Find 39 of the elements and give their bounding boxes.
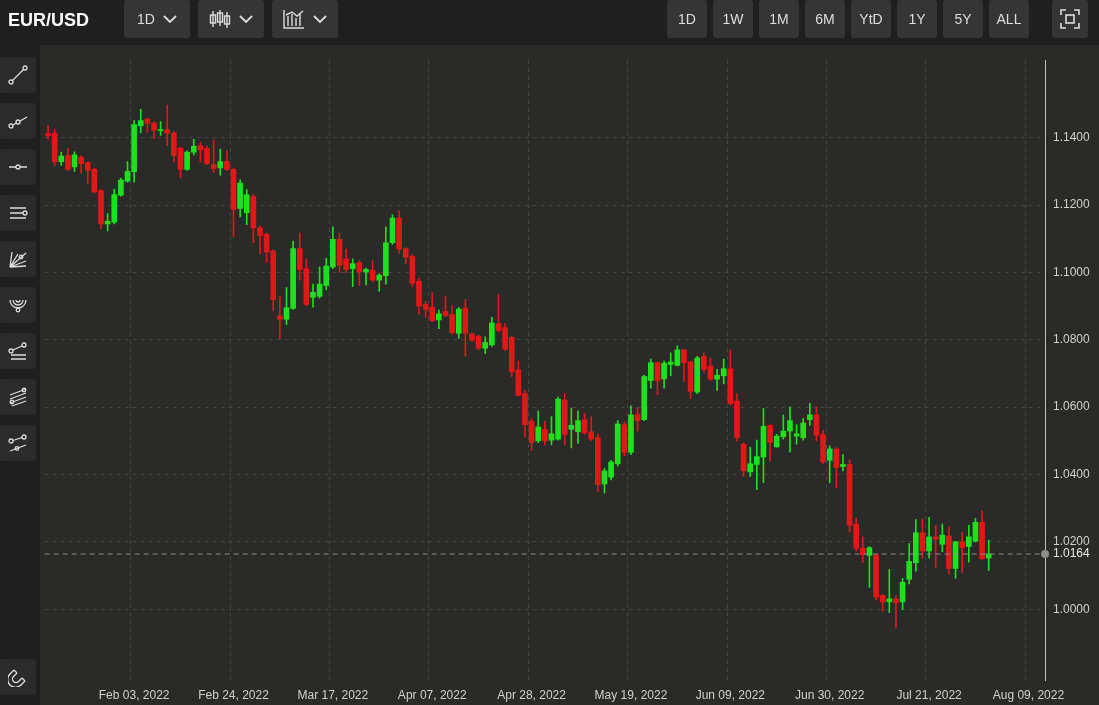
candlestick [932, 525, 939, 569]
candlestick [349, 258, 356, 287]
candlestick [886, 569, 893, 613]
x-tick-label: Aug 09, 2022 [992, 687, 1065, 702]
text: 1Y [908, 11, 926, 27]
candlestick [959, 531, 966, 573]
y-tick-label: 1.1200 [1053, 197, 1091, 212]
text: 1M [769, 11, 789, 27]
text: 6M [815, 11, 835, 27]
y-tick-label: 1.0600 [1053, 399, 1091, 414]
text: 1W [722, 11, 744, 27]
x-tick-label: Feb 24, 2022 [198, 687, 270, 702]
candlestick [277, 296, 283, 340]
x-tick-label: Jun 09, 2022 [695, 687, 766, 702]
y-tick-label: 1.1000 [1053, 264, 1091, 279]
text: 1D [678, 11, 696, 27]
y-tick-label: 1.0000 [1053, 601, 1091, 616]
text: 1D [137, 11, 155, 27]
candlestick [807, 403, 813, 426]
y-tick-label: 1.0800 [1053, 332, 1091, 347]
candlestick [840, 454, 846, 472]
y-tick-label: 1.0200 [1053, 534, 1091, 549]
text: 5Y [954, 11, 972, 27]
x-tick-label: Apr 07, 2022 [397, 687, 467, 702]
x-tick-label: Jun 30, 2022 [795, 687, 865, 702]
text: ALL [996, 11, 1022, 27]
y-tick-label: 1.1400 [1053, 129, 1091, 144]
ref-line-label: 1.0164 [1053, 546, 1091, 561]
y-tick-label: 1.0400 [1053, 466, 1091, 481]
x-tick-label: Apr 28, 2022 [497, 687, 567, 702]
candlestick [363, 267, 369, 286]
x-tick-label: May 19, 2022 [594, 687, 668, 702]
x-tick-label: Feb 03, 2022 [98, 687, 170, 702]
text: YtD [859, 11, 883, 27]
x-tick-label: Jul 21, 2022 [896, 687, 963, 702]
candlestick [893, 595, 899, 629]
chart-title: EUR/USD [8, 10, 90, 31]
candlestick [787, 406, 793, 453]
x-tick-label: Mar 17, 2022 [297, 687, 369, 702]
